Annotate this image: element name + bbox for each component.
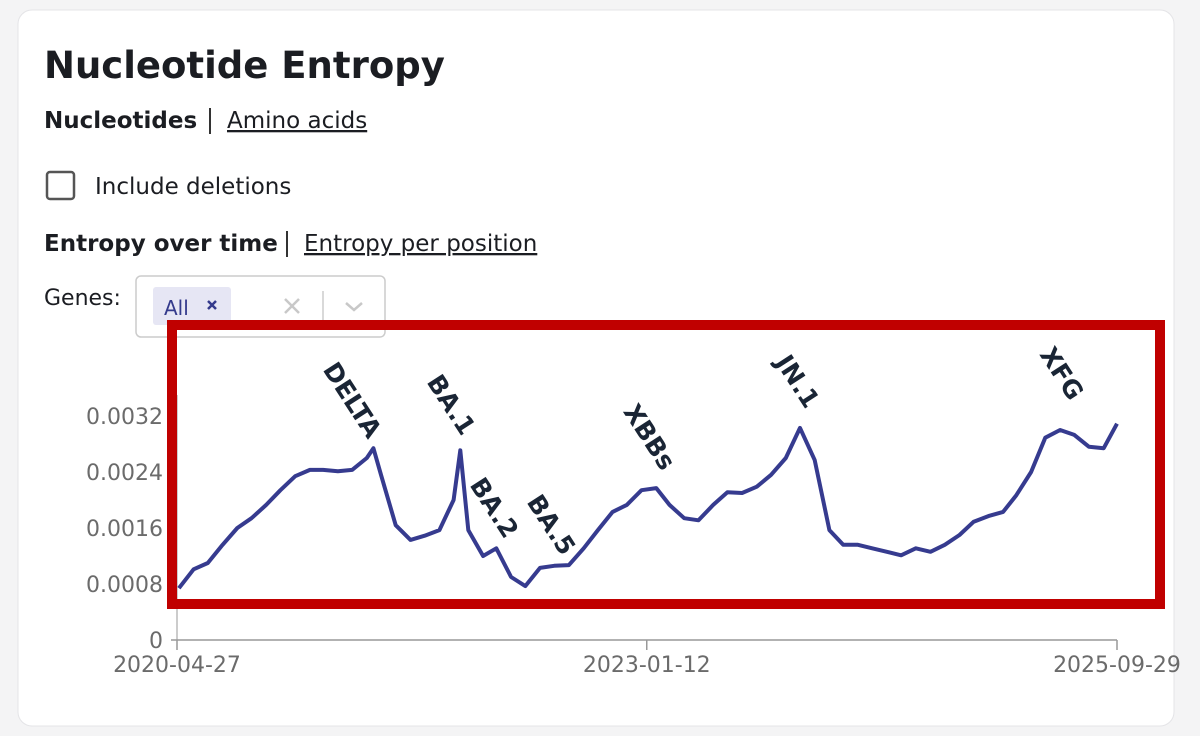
title: Nucleotide Entropy [44, 44, 445, 87]
gene-tag [153, 287, 231, 325]
entropy-line [177, 422, 1119, 590]
clear-icon[interactable] [284, 298, 300, 314]
view-active[interactable]: Entropy over time [44, 231, 278, 257]
tab-link[interactable]: Amino acids [227, 108, 367, 134]
tab-active[interactable]: Nucleotides [44, 108, 197, 134]
gene-tag-label: All [164, 296, 189, 320]
y-tick-label: 0.0016 [86, 517, 163, 542]
genes-label: Genes: [44, 286, 121, 311]
highlight-box [167, 320, 1165, 609]
view-link[interactable]: Entropy per position [304, 231, 537, 257]
x-tick-label: 2020-04-27 [113, 653, 241, 678]
tag-remove[interactable] [207, 300, 217, 310]
y-tick-label: 0 [149, 629, 163, 654]
checkbox-label[interactable]: Include deletions [95, 174, 291, 200]
y-tick-label: 0.0032 [86, 405, 163, 430]
checkbox[interactable] [45, 170, 76, 201]
y-tick-label: 0.0008 [86, 573, 163, 598]
card [17, 9, 1175, 727]
dropdown-icon[interactable] [345, 302, 363, 312]
y-tick-label: 0.0024 [86, 461, 163, 486]
x-tick-label: 2023-01-12 [583, 653, 711, 678]
x-tick-label: 2025-09-29 [1053, 653, 1181, 678]
